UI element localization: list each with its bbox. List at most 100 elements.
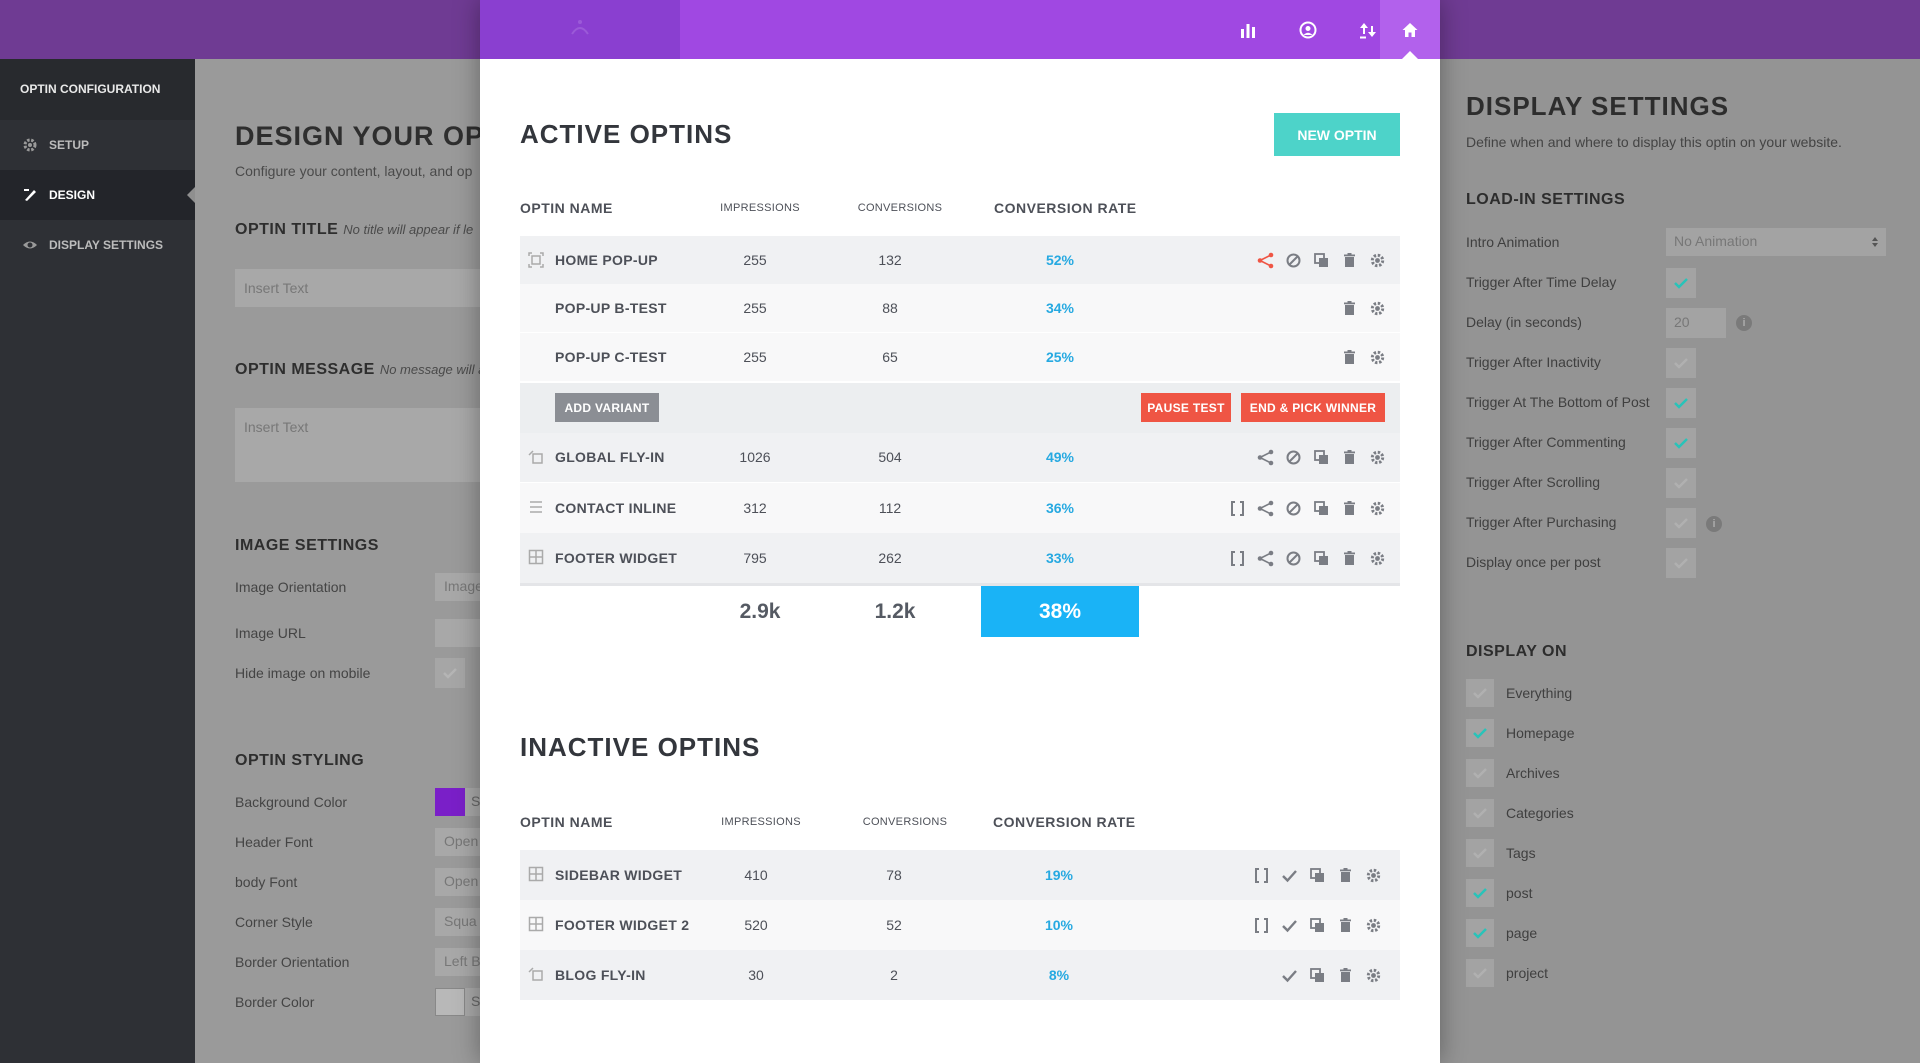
duplicate-icon[interactable] — [1313, 500, 1330, 517]
display-on-project-checkbox[interactable] — [1466, 959, 1494, 987]
background-color-picker[interactable]: S — [435, 788, 480, 816]
trigger-purchasing-checkbox[interactable] — [1666, 508, 1696, 538]
check-icon — [1473, 888, 1487, 899]
stats-nav-button[interactable] — [1218, 0, 1278, 59]
activate-icon[interactable] — [1281, 967, 1298, 984]
header-font-label: Header Font — [235, 834, 313, 850]
settings-icon[interactable] — [1369, 500, 1386, 517]
trigger-bottom-post-checkbox[interactable] — [1666, 388, 1696, 418]
settings-icon[interactable] — [1369, 449, 1386, 466]
trigger-inactivity-checkbox[interactable] — [1666, 348, 1696, 378]
trigger-scrolling-checkbox[interactable] — [1666, 468, 1696, 498]
split-test-icon[interactable] — [1257, 449, 1274, 466]
intro-animation-select[interactable]: No Animation — [1666, 228, 1886, 256]
optin-message-input[interactable]: Insert Text — [235, 408, 480, 482]
delay-seconds-input[interactable]: 20 — [1666, 308, 1726, 338]
display-on-everything-checkbox[interactable] — [1466, 679, 1494, 707]
disable-icon[interactable] — [1285, 252, 1302, 269]
row-actions — [1281, 950, 1382, 1000]
image-url-input[interactable] — [435, 619, 480, 647]
design-panel: DESIGN YOUR OPT Configure your content, … — [195, 59, 480, 1063]
color-picker-label: S — [471, 793, 480, 809]
trigger-time-delay-checkbox[interactable] — [1666, 268, 1696, 298]
check-icon — [1674, 278, 1688, 289]
settings-icon[interactable] — [1365, 967, 1382, 984]
gear-icon — [23, 138, 37, 152]
activate-icon[interactable] — [1281, 917, 1298, 934]
display-on-archives-checkbox[interactable] — [1466, 759, 1494, 787]
pause-test-button[interactable]: PAUSE TEST — [1141, 393, 1231, 422]
delete-icon[interactable] — [1337, 967, 1354, 984]
display-on-post-checkbox[interactable] — [1466, 879, 1494, 907]
corner-style-select[interactable]: Squa — [435, 908, 480, 936]
disable-icon[interactable] — [1285, 550, 1302, 567]
disable-icon[interactable] — [1285, 449, 1302, 466]
design-title: DESIGN YOUR OPT — [235, 121, 480, 151]
shortcode-icon[interactable] — [1229, 550, 1246, 567]
table-row[interactable]: FOOTER WIDGET 2 520 52 10% — [520, 900, 1400, 950]
delete-icon[interactable] — [1341, 500, 1358, 517]
table-row[interactable]: FOOTER WIDGET 795 262 33% — [520, 533, 1400, 583]
import-export-nav-button[interactable] — [1338, 0, 1398, 59]
display-on-page-checkbox[interactable] — [1466, 919, 1494, 947]
table-row[interactable]: SIDEBAR WIDGET 410 78 19% — [520, 850, 1400, 900]
add-variant-button[interactable]: ADD VARIANT — [555, 393, 659, 422]
table-row[interactable]: GLOBAL FLY-IN 1026 504 49% — [520, 433, 1400, 482]
display-on-tags-checkbox[interactable] — [1466, 839, 1494, 867]
account-nav-button[interactable] — [1278, 0, 1338, 59]
settings-icon[interactable] — [1369, 550, 1386, 567]
duplicate-icon[interactable] — [1309, 867, 1326, 884]
display-on-homepage-checkbox[interactable] — [1466, 719, 1494, 747]
duplicate-icon[interactable] — [1313, 252, 1330, 269]
split-test-icon[interactable] — [1257, 252, 1274, 269]
delete-icon[interactable] — [1341, 252, 1358, 269]
sidebar-item-design[interactable]: DESIGN — [0, 170, 195, 220]
table-row[interactable]: BLOG FLY-IN 30 2 8% — [520, 950, 1400, 1000]
info-icon[interactable]: i — [1736, 315, 1752, 331]
sidebar-item-setup[interactable]: SETUP — [0, 120, 195, 170]
activate-icon[interactable] — [1281, 867, 1298, 884]
sidebar-item-label: DESIGN — [49, 188, 96, 202]
shortcode-icon[interactable] — [1253, 917, 1270, 934]
settings-icon[interactable] — [1369, 300, 1386, 317]
table-row[interactable]: POP-UP C-TEST 255 65 25% — [520, 333, 1400, 381]
delete-icon[interactable] — [1341, 349, 1358, 366]
settings-icon[interactable] — [1369, 349, 1386, 366]
home-nav-button[interactable] — [1380, 0, 1440, 59]
disable-icon[interactable] — [1285, 500, 1302, 517]
trigger-commenting-checkbox[interactable] — [1666, 428, 1696, 458]
table-row[interactable]: POP-UP B-TEST 255 88 34% — [520, 284, 1400, 332]
delete-icon[interactable] — [1341, 550, 1358, 567]
shortcode-icon[interactable] — [1253, 867, 1270, 884]
delete-icon[interactable] — [1337, 917, 1354, 934]
info-icon[interactable]: i — [1706, 516, 1722, 532]
optin-title-input[interactable]: Insert Text — [235, 269, 480, 307]
end-pick-winner-button[interactable]: END & PICK WINNER — [1241, 393, 1385, 422]
sidebar-item-display-settings[interactable]: DISPLAY SETTINGS — [0, 220, 195, 270]
split-test-icon[interactable] — [1257, 550, 1274, 567]
table-row[interactable]: CONTACT INLINE 312 112 36% — [520, 483, 1400, 533]
display-settings-subtitle: Define when and where to display this op… — [1466, 134, 1842, 150]
settings-icon[interactable] — [1365, 867, 1382, 884]
delete-icon[interactable] — [1341, 449, 1358, 466]
body-font-select[interactable]: Open — [435, 868, 480, 896]
delete-icon[interactable] — [1341, 300, 1358, 317]
border-color-picker[interactable]: S — [435, 988, 480, 1016]
settings-icon[interactable] — [1365, 917, 1382, 934]
table-row[interactable]: HOME POP-UP 255 132 52% — [520, 236, 1400, 284]
delete-icon[interactable] — [1337, 867, 1354, 884]
border-orientation-select[interactable]: Left B — [435, 948, 480, 976]
image-orientation-select[interactable]: Image — [435, 573, 480, 601]
split-test-icon[interactable] — [1257, 500, 1274, 517]
duplicate-icon[interactable] — [1309, 967, 1326, 984]
hide-image-mobile-checkbox[interactable] — [435, 658, 465, 688]
header-font-select[interactable]: Open — [435, 828, 480, 856]
shortcode-icon[interactable] — [1229, 500, 1246, 517]
duplicate-icon[interactable] — [1313, 550, 1330, 567]
display-on-categories-checkbox[interactable] — [1466, 799, 1494, 827]
duplicate-icon[interactable] — [1313, 449, 1330, 466]
settings-icon[interactable] — [1369, 252, 1386, 269]
duplicate-icon[interactable] — [1309, 917, 1326, 934]
display-once-checkbox[interactable] — [1666, 548, 1696, 578]
new-optin-button[interactable]: NEW OPTIN — [1274, 113, 1400, 156]
